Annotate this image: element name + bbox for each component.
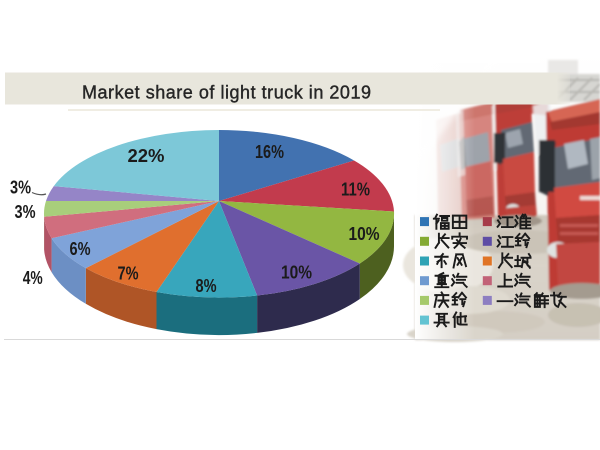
svg-text:8%: 8% [196,276,217,296]
svg-text:22%: 22% [128,146,165,166]
svg-text:3%: 3% [15,202,36,222]
svg-text:7%: 7% [118,264,139,284]
svg-text:6%: 6% [70,239,91,259]
svg-text:11%: 11% [341,180,370,200]
svg-text:10%: 10% [349,224,380,244]
svg-text:Market share of light truck in: Market share of light truck in 2019 [82,83,371,103]
svg-text:10%: 10% [281,263,312,283]
svg-text:4%: 4% [23,268,43,288]
svg-text:3%: 3% [10,178,31,198]
svg-text:16%: 16% [255,142,284,162]
